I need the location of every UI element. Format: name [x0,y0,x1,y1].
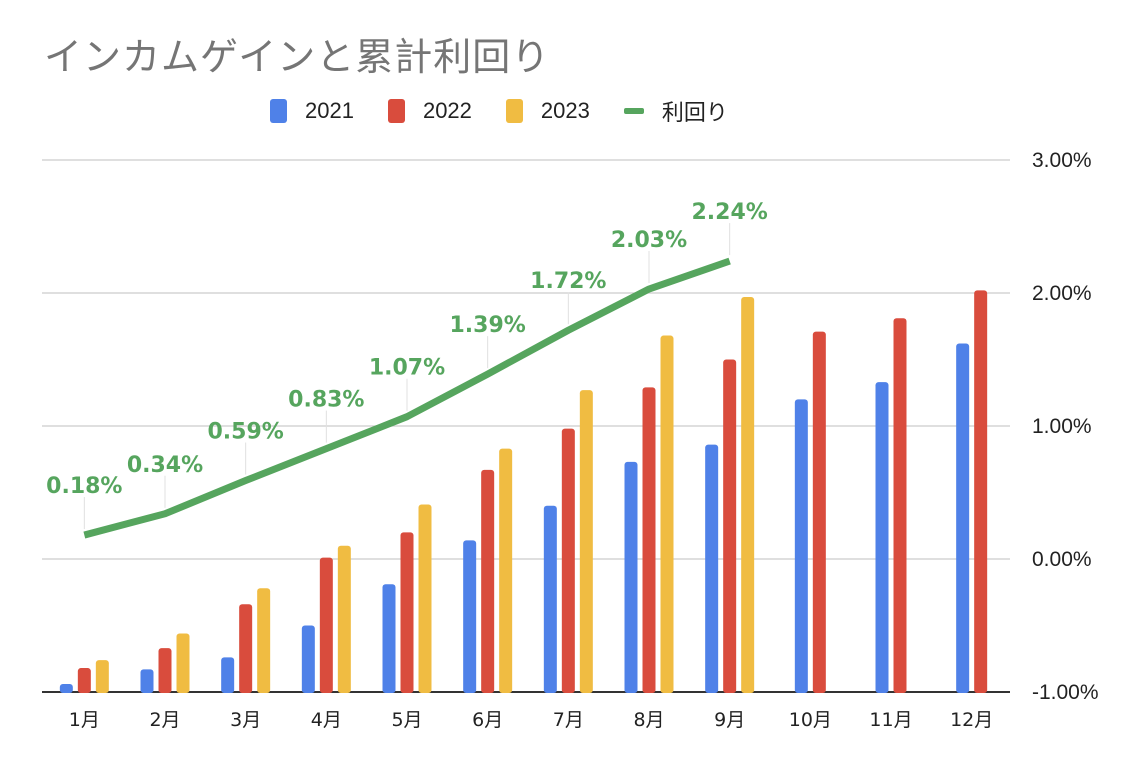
bar-2022-6[interactable] [481,469,495,693]
bar-2022-12[interactable] [974,290,988,693]
bar-2022-2[interactable] [158,648,172,693]
bar-2023-2[interactable] [176,633,190,693]
x-tick-label: 9月 [714,709,745,731]
legend-label: 2021 [305,98,354,123]
right-axis-ticks: 3.00% 2.00% 1.00% 0.00% -1.00% [1032,149,1099,704]
bar-2022-7[interactable] [561,428,575,693]
legend-swatch-2021 [270,99,287,123]
x-tick-label: 10月 [789,709,832,731]
bar-2021-10[interactable] [794,399,808,693]
x-tick-label: 6月 [472,709,503,731]
chart-title: インカムゲインと累計利回り [44,35,551,79]
x-tick-label: 5月 [391,709,422,731]
x-tick-label: 2月 [149,709,180,731]
y-tick-label: -1.00% [1032,681,1099,704]
y-tick-label: 3.00% [1032,149,1092,172]
data-label: 0.18% [46,474,122,499]
bar-2021-8[interactable] [624,461,638,693]
bar-2023-4[interactable] [337,545,351,693]
bar-2023-7[interactable] [579,390,593,693]
data-label: 0.59% [208,420,284,445]
data-label: 2.03% [611,228,687,253]
legend-swatch-yield [623,108,644,114]
bar-2022-10[interactable] [812,331,826,693]
legend-item-2023[interactable]: 2023 [505,98,590,124]
x-tick-label: 12月 [950,709,993,731]
bar-2023-6[interactable] [499,448,513,693]
legend-swatch-2023 [505,99,523,123]
bar-2023-5[interactable] [418,504,432,693]
bar-2022-3[interactable] [239,604,253,693]
legend-label: 2022 [422,98,472,123]
data-label: 1.72% [530,269,606,294]
x-tick-label: 11月 [869,709,912,731]
bar-2022-1[interactable] [77,668,91,693]
yield-line-group [83,257,731,539]
data-label: 1.07% [369,356,445,381]
bar-2023-1[interactable] [95,660,109,693]
bar-2021-6[interactable] [463,540,477,693]
bar-2022-11[interactable] [893,318,907,693]
bar-2023-8[interactable] [660,335,674,693]
y-tick-label: 0.00% [1032,548,1092,571]
legend-label: 利回り [661,100,728,125]
legend-item-yield[interactable]: 利回り [623,95,728,127]
legend-swatch-2022 [387,99,405,123]
bar-2022-4[interactable] [319,557,333,693]
bar-2021-2[interactable] [140,669,154,693]
bar-2021-11[interactable] [875,382,889,693]
x-tick-label: 7月 [553,709,584,731]
yield-line[interactable] [83,257,731,539]
x-axis-ticks: 1月 2月 3月 4月 5月 6月 7月 8月 9月 10月 11月 12月 [69,709,993,731]
bar-2021-9[interactable] [705,444,719,693]
bar-2021-5[interactable] [382,584,396,693]
y-tick-label: 2.00% [1032,282,1092,305]
label-leaders [83,223,731,530]
legend-item-2021[interactable]: 2021 [270,98,354,124]
data-label: 0.83% [288,388,364,413]
bar-2021-7[interactable] [543,505,557,693]
y-tick-label: 1.00% [1032,415,1092,438]
x-tick-label: 8月 [633,709,664,731]
legend: 2021 2022 2023 利回り [270,95,762,127]
data-labels: 0.18%0.34%0.59%0.83%1.07%1.39%1.72%2.03%… [46,200,768,499]
x-tick-label: 4月 [311,709,342,731]
gridlines [42,159,1010,693]
legend-label: 2023 [540,98,590,123]
bar-2021-12[interactable] [956,343,970,693]
x-tick-label: 3月 [230,709,261,731]
bars [59,290,988,694]
data-label: 2.24% [692,200,768,225]
bar-2021-1[interactable] [59,684,73,693]
bar-2022-9[interactable] [723,359,737,694]
bar-2021-3[interactable] [221,657,235,693]
data-label: 1.39% [450,313,526,338]
x-tick-label: 1月 [69,709,100,731]
bar-2023-9[interactable] [741,296,755,693]
legend-item-2022[interactable]: 2022 [387,98,472,124]
bar-2023-3[interactable] [257,588,271,693]
data-label: 0.34% [127,453,203,478]
bar-2022-5[interactable] [400,532,414,693]
bar-2021-4[interactable] [301,625,315,694]
bar-2022-8[interactable] [642,387,656,693]
